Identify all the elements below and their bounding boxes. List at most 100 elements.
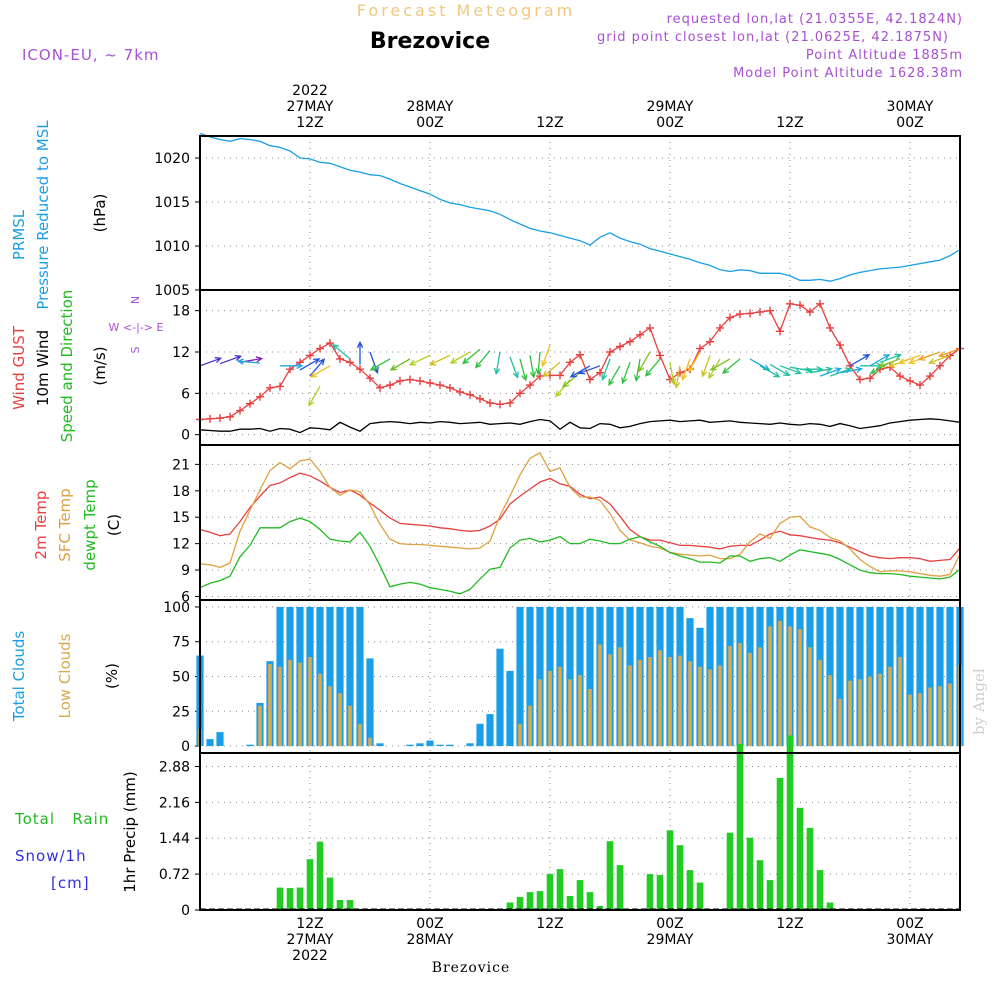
gust-marker [746, 309, 754, 318]
top-time-label: 2022 [292, 83, 328, 99]
rain-bar [826, 902, 834, 910]
compass-north: N [129, 296, 142, 304]
rain-bar [616, 865, 624, 910]
gust-marker [656, 351, 664, 360]
rain-bar [286, 888, 294, 910]
total-cloud-bar [536, 607, 544, 747]
wind-direction-arrow [681, 358, 691, 382]
gust-marker [906, 376, 914, 385]
panel-label: (m/s) [91, 346, 109, 385]
low-cloud-bar [748, 652, 752, 747]
gust-marker [426, 379, 434, 387]
rain-bar [566, 896, 574, 910]
gust-marker [696, 344, 704, 353]
total-cloud-bar [926, 607, 934, 747]
gust-marker [866, 374, 874, 383]
low-cloud-bar [548, 670, 552, 746]
low-cloud-bar [718, 665, 722, 747]
bottom-time-label: 12Z [776, 916, 803, 932]
gust-marker [336, 354, 344, 363]
rain-bar [536, 891, 544, 910]
total-cloud-bar [906, 607, 914, 747]
total-cloud-bar [486, 714, 494, 747]
rain-bar [296, 887, 304, 910]
panel-label: Pressure Reduced to MSL [34, 120, 52, 310]
gust-marker [606, 348, 614, 356]
bottom-time-label: 12Z [536, 916, 563, 932]
footer-location: Brezovice [432, 960, 511, 976]
rain-bar [506, 902, 514, 910]
total-cloud-bar [336, 607, 344, 747]
gust-marker [736, 310, 744, 319]
y-tick-label: 12 [172, 345, 190, 361]
gust-marker [836, 341, 844, 350]
gust-marker [316, 344, 324, 353]
gust-marker [326, 339, 334, 348]
y-tick-label: 0 [181, 903, 190, 919]
rain-bar [766, 880, 774, 910]
low-cloud-bar [888, 666, 892, 747]
top-time-label: 00Z [896, 115, 923, 131]
low-cloud-bar [338, 693, 342, 747]
y-tick-label: 0 [181, 428, 190, 444]
low-cloud-bar [728, 645, 732, 746]
rain-bar [326, 877, 334, 910]
wind-direction-arrow [839, 366, 864, 374]
gust-marker [716, 323, 724, 332]
y-tick-label: 1020 [154, 151, 190, 167]
wind-direction-arrow [561, 372, 581, 388]
low-cloud-bar [698, 666, 702, 747]
gust-marker [386, 381, 394, 390]
y-tick-label: 15 [172, 510, 190, 526]
total-cloud-bar [406, 744, 414, 747]
panel-label: 10m Wind [34, 330, 52, 406]
panel-label: Speed and Direction [58, 290, 76, 443]
y-tick-label: 1010 [154, 239, 190, 255]
wind-direction-arrow [849, 354, 871, 367]
wind-direction-arrow [529, 355, 537, 379]
low-cloud-bar [738, 643, 742, 746]
wind-direction-arrow [199, 356, 223, 367]
rain-bar [696, 882, 704, 910]
total-cloud-bar [206, 739, 214, 747]
gust-marker [496, 400, 504, 409]
total-cloud-bar [946, 607, 954, 747]
low-cloud-bar [668, 657, 672, 746]
low-cloud-bar [878, 673, 882, 746]
rain-bar [316, 841, 324, 910]
series-line-2m-temp [199, 472, 961, 562]
low-cloud-bar [638, 659, 642, 746]
wind-direction-arrow [673, 365, 681, 389]
panel-frame [199, 752, 961, 911]
y-tick-label: 6 [181, 589, 190, 605]
y-tick-label: 1005 [154, 283, 190, 299]
total-cloud-bar [516, 607, 524, 747]
gust-marker [246, 399, 254, 408]
low-cloud-bar [768, 626, 772, 746]
gust-marker [516, 389, 524, 398]
wind-direction-arrow [759, 365, 781, 378]
low-cloud-bar [778, 620, 782, 747]
wind-direction-arrow [669, 362, 677, 386]
panels: 1005 1010 1015 1020 PRMSL Pressure Reduced to… [10, 120, 964, 919]
low-cloud-bar [818, 659, 822, 746]
wind-direction-arrow [621, 362, 631, 385]
gust-marker [466, 390, 474, 399]
rain-bar [546, 874, 554, 910]
panel-pressure: 1005 1010 1015 1020 PRMSL Pressure Reduced to… [10, 120, 961, 310]
low-cloud-bar [848, 680, 852, 747]
precip-axis-label: 1hr Precip (mm) [121, 771, 139, 892]
gust-marker [376, 383, 384, 392]
low-cloud-bar [648, 657, 652, 746]
low-cloud-bar [538, 679, 542, 747]
gust-marker [596, 368, 604, 377]
top-time-label: 00Z [656, 115, 683, 131]
low-cloud-bar [898, 657, 902, 746]
total-cloud-bar [496, 648, 504, 747]
wind-direction-arrow [709, 358, 731, 371]
rain-bar [516, 897, 524, 910]
wind-direction-arrow [493, 351, 501, 376]
top-time-label: 12Z [776, 115, 803, 131]
y-tick-label: 25 [172, 704, 190, 720]
precip-label-rain: Total Rain [14, 810, 109, 828]
